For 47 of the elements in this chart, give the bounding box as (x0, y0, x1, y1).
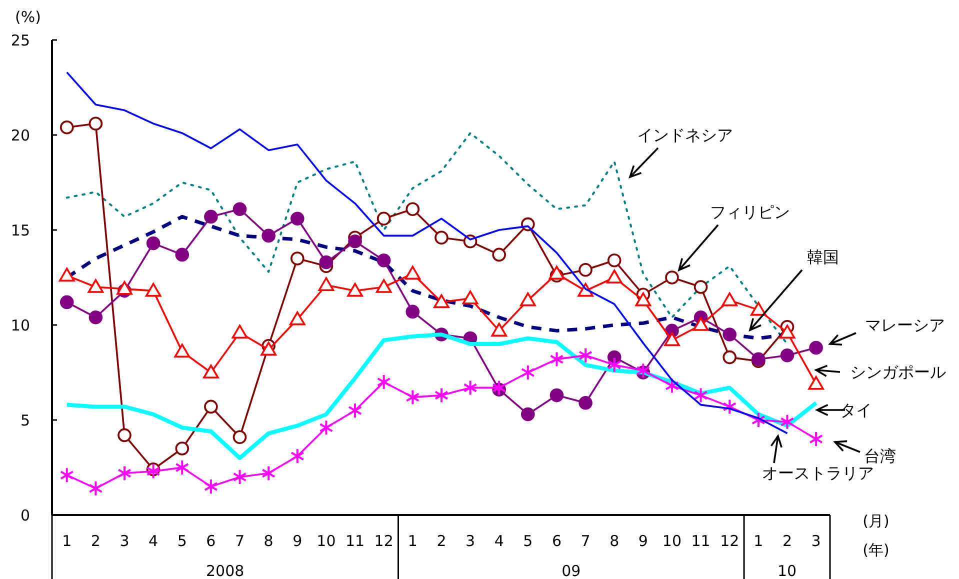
text: 09 (562, 562, 581, 579)
y-axis-title: (%) (15, 8, 41, 26)
x-tick-label: 8 (264, 532, 274, 550)
x-tick-label: 4 (494, 532, 504, 550)
x-tick-label: 3 (811, 532, 821, 550)
x-tick-label: 5 (523, 532, 533, 550)
x-tick-label: 1 (408, 532, 418, 550)
x-tick-label: 7 (580, 532, 590, 550)
series-label: タイ (840, 400, 872, 420)
x-tick-label: 2 (782, 532, 792, 550)
x-tick-label: 10 (662, 532, 682, 550)
y-tick-label: 10 (10, 316, 30, 334)
x-tick-label: 5 (177, 532, 187, 550)
x-tick-label: 12 (720, 532, 740, 550)
y-tick-label: 15 (10, 221, 30, 240)
x-tick-label: 3 (466, 532, 476, 550)
x-tick-label: 1 (754, 532, 764, 550)
x-tick-label: 9 (292, 532, 302, 550)
text: 10 (777, 562, 797, 579)
text: マレーシア (865, 316, 945, 335)
text: オーストラリア (762, 464, 874, 483)
x-tick-label: 8 (610, 532, 620, 550)
text: 台湾 (864, 446, 896, 466)
x-tick-label: 7 (234, 532, 245, 550)
y-tick-label: 20 (10, 126, 30, 144)
x-tick-label: 9 (638, 532, 648, 550)
x-tick-label: 1 (62, 532, 72, 550)
x-tick-label: 6 (206, 532, 216, 550)
text: (月) (862, 512, 890, 530)
x-tick-label: 6 (552, 532, 562, 550)
x-tick-label: 3 (120, 532, 130, 550)
text: フィリピン (710, 202, 790, 222)
text: (年) (862, 541, 890, 559)
series-label: シンガポール (850, 362, 946, 382)
y-tick-label: 25 (10, 31, 30, 50)
x-tick-label: 2 (90, 532, 100, 550)
series-label: インドネシア (637, 126, 733, 145)
x-tick-label: 4 (148, 532, 158, 550)
x-tick-label: 12 (374, 532, 394, 550)
text: 2008 (206, 562, 244, 579)
x-tick-label: 2 (436, 532, 446, 550)
x-tick-label: 11 (345, 532, 365, 550)
x-tick-label: 11 (691, 532, 710, 550)
text: 韓国 (807, 248, 839, 267)
x-tick-label: 10 (316, 532, 336, 550)
y-tick-label: 0 (20, 506, 30, 524)
y-tick-label: 5 (20, 411, 30, 430)
